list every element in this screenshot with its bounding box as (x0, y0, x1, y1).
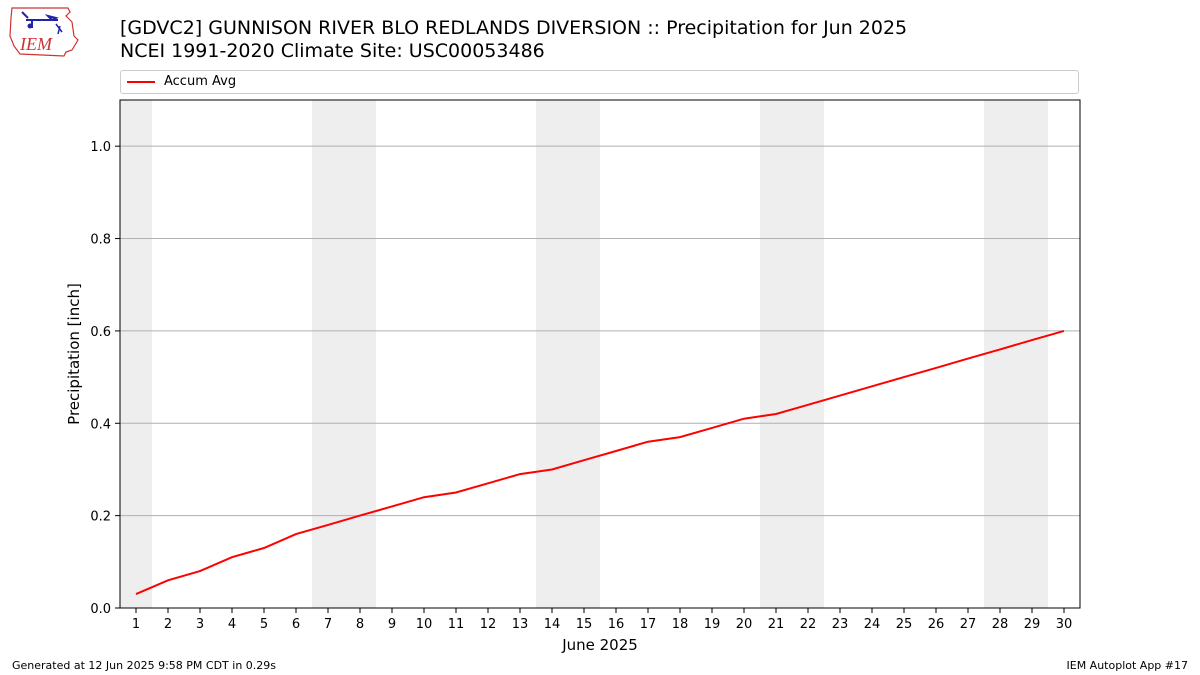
x-tick-label-5: 5 (260, 617, 268, 632)
x-tick-label-24: 24 (864, 617, 881, 632)
x-tick-label-14: 14 (544, 617, 561, 632)
weekend-band-3 (760, 100, 824, 608)
x-tick-label-22: 22 (800, 617, 817, 632)
y-tick-label-0: 0.0 (90, 602, 111, 617)
x-tick-label-2: 2 (164, 617, 172, 632)
x-tick-label-6: 6 (292, 617, 300, 632)
y-tick-label-4: 0.8 (90, 233, 111, 248)
x-axis-ticks: 1 2 3 4 5 6 7 8 9 10 11 12 13 14 15 16 17 18 19 20 21 22 23 24 2… (132, 608, 1072, 632)
chart-title: [GDVC2] GUNNISON RIVER BLO REDLANDS DIVE… (120, 17, 907, 63)
x-tick-label-21: 21 (768, 617, 785, 632)
y-axis-label: Precipitation [inch] (65, 283, 83, 425)
y-tick-label-2: 0.4 (90, 417, 111, 432)
footer-app-text: IEM Autoplot App #17 (1066, 659, 1189, 672)
x-tick-label-20: 20 (736, 617, 753, 632)
series-group (135, 329, 1065, 596)
x-tick-label-13: 13 (512, 617, 529, 632)
y-tick-label-3: 0.6 (90, 325, 111, 340)
x-tick-label-23: 23 (832, 617, 849, 632)
x-axis-label: June 2025 (561, 636, 638, 654)
x-tick-label-16: 16 (608, 617, 625, 632)
y-tick-label-5: 1.0 (90, 140, 111, 155)
footer-generated-text: Generated at 12 Jun 2025 9:58 PM CDT in … (12, 659, 277, 672)
x-tick-label-30: 30 (1056, 617, 1073, 632)
x-tick-label-3: 3 (196, 617, 204, 632)
chart-legend: Accum Avg (120, 70, 1079, 94)
legend-swatch-accum-avg (127, 81, 155, 83)
x-tick-label-29: 29 (1024, 617, 1041, 632)
x-tick-label-25: 25 (896, 617, 913, 632)
x-tick-label-17: 17 (640, 617, 657, 632)
weekend-band-1 (312, 100, 376, 608)
x-tick-label-15: 15 (576, 617, 593, 632)
x-tick-label-28: 28 (992, 617, 1009, 632)
logo-text: IEM (19, 34, 53, 54)
weekend-band-4 (984, 100, 1048, 608)
x-tick-label-18: 18 (672, 617, 689, 632)
x-tick-label-9: 9 (388, 617, 396, 632)
x-tick-label-1: 1 (132, 617, 140, 632)
legend-label-accum-avg: Accum Avg (164, 74, 237, 89)
iem-logo-icon: IEM (9, 7, 79, 57)
y-tick-label-1: 0.2 (90, 510, 111, 525)
chart-title-line2: NCEI 1991-2020 Climate Site: USC00053486 (120, 40, 545, 62)
x-tick-label-26: 26 (928, 617, 945, 632)
grid-lines (120, 145, 1080, 517)
series-line-accum-avg (135, 329, 1065, 596)
plot-frame (119, 99, 1081, 609)
weekend-bands (120, 100, 1048, 608)
x-tick-label-19: 19 (704, 617, 721, 632)
x-tick-label-4: 4 (228, 617, 236, 632)
y-axis-ticks: 0.0 0.2 0.4 0.6 0.8 1.0 (90, 140, 120, 617)
chart-title-line1: [GDVC2] GUNNISON RIVER BLO REDLANDS DIVE… (120, 17, 908, 39)
x-tick-label-8: 8 (356, 617, 364, 632)
x-tick-label-12: 12 (480, 617, 497, 632)
x-tick-label-7: 7 (324, 617, 332, 632)
weekend-band-2 (536, 100, 600, 608)
weekend-band-0 (120, 100, 152, 608)
x-tick-label-10: 10 (416, 617, 433, 632)
x-tick-label-27: 27 (960, 617, 977, 632)
x-tick-label-11: 11 (448, 617, 465, 632)
